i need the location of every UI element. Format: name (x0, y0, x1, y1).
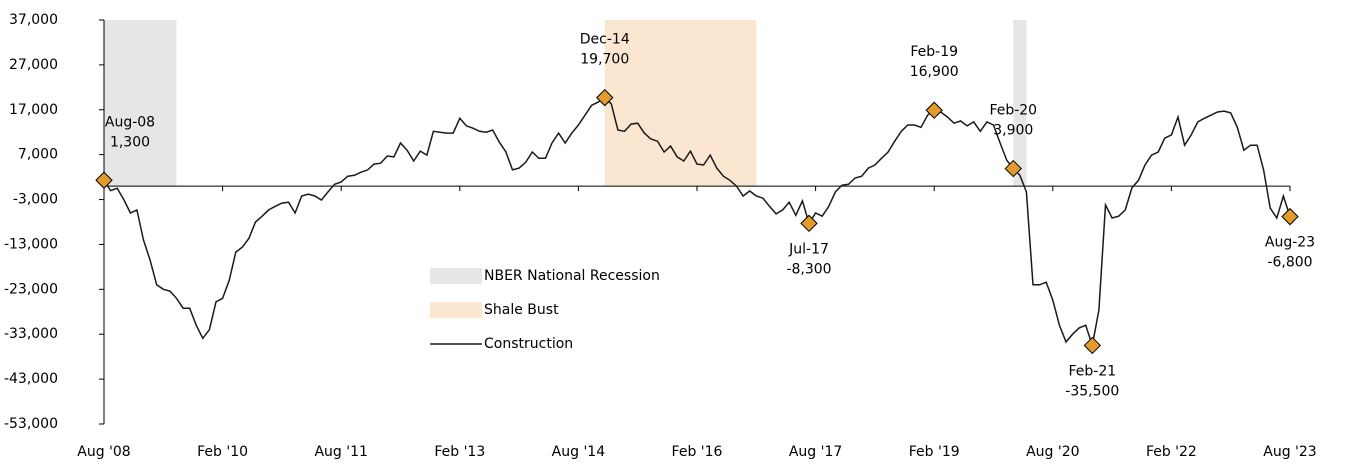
y-tick-label: 27,000 (9, 57, 58, 73)
y-tick-label: -33,000 (4, 326, 58, 342)
y-tick-label: -23,000 (4, 281, 58, 297)
legend-swatch (430, 268, 482, 284)
annotation-label: Feb-19 (910, 44, 958, 60)
x-tick-label: Aug '17 (789, 444, 842, 460)
x-tick-label: Feb '16 (672, 444, 723, 460)
annotation-marker (925, 101, 943, 119)
legend-label: Construction (484, 336, 573, 352)
annotation-label: Dec-14 (580, 32, 630, 48)
x-tick-label: Aug '20 (1026, 444, 1079, 460)
x-tick-label: Feb '22 (1146, 444, 1197, 460)
annotation-value: 19,700 (580, 52, 629, 68)
y-tick-label: -43,000 (4, 371, 58, 387)
annotation-marker (1083, 336, 1102, 355)
annotation-label: Aug-08 (105, 114, 155, 130)
x-tick-label: Aug '14 (552, 444, 606, 460)
annotation-value: -35,500 (1065, 383, 1119, 399)
annotation-marker (1004, 159, 1022, 178)
x-tick-label: Aug '08 (77, 444, 130, 460)
legend-label: Shale Bust (484, 302, 559, 318)
annotation-label: Feb-20 (989, 103, 1037, 119)
x-tick-label: Feb '10 (197, 444, 248, 460)
legend-label: NBER National Recession (484, 268, 660, 284)
x-tick-label: Aug '23 (1263, 444, 1316, 460)
annotation-marker (800, 214, 818, 233)
annotation-value: 1,300 (110, 134, 150, 150)
y-tick-label: -53,000 (4, 416, 58, 432)
legend-swatch (430, 302, 482, 318)
annotation-value: 3,900 (993, 123, 1033, 139)
annotation-value: 16,900 (910, 64, 959, 80)
shaded-period (1013, 20, 1027, 187)
annotation-marker (1281, 207, 1299, 226)
annotation-marker (596, 88, 614, 107)
x-tick-label: Feb '19 (909, 444, 960, 460)
y-tick-label: 7,000 (18, 147, 58, 163)
annotation-value: -6,800 (1267, 255, 1312, 271)
x-tick-label: Feb '13 (434, 444, 485, 460)
y-tick-label: 17,000 (9, 102, 58, 118)
annotation-value: -8,300 (786, 261, 831, 277)
shaded-period (104, 20, 177, 187)
annotation-marker (95, 171, 113, 189)
x-tick-label: Aug '11 (314, 444, 367, 460)
y-tick-label: 37,000 (9, 12, 58, 28)
y-tick-label: -13,000 (4, 236, 58, 252)
annotation-label: Feb-21 (1069, 363, 1117, 379)
y-tick-label: -3,000 (13, 192, 58, 208)
annotation-label: Jul-17 (788, 241, 829, 257)
annotation-label: Aug-23 (1265, 235, 1315, 251)
